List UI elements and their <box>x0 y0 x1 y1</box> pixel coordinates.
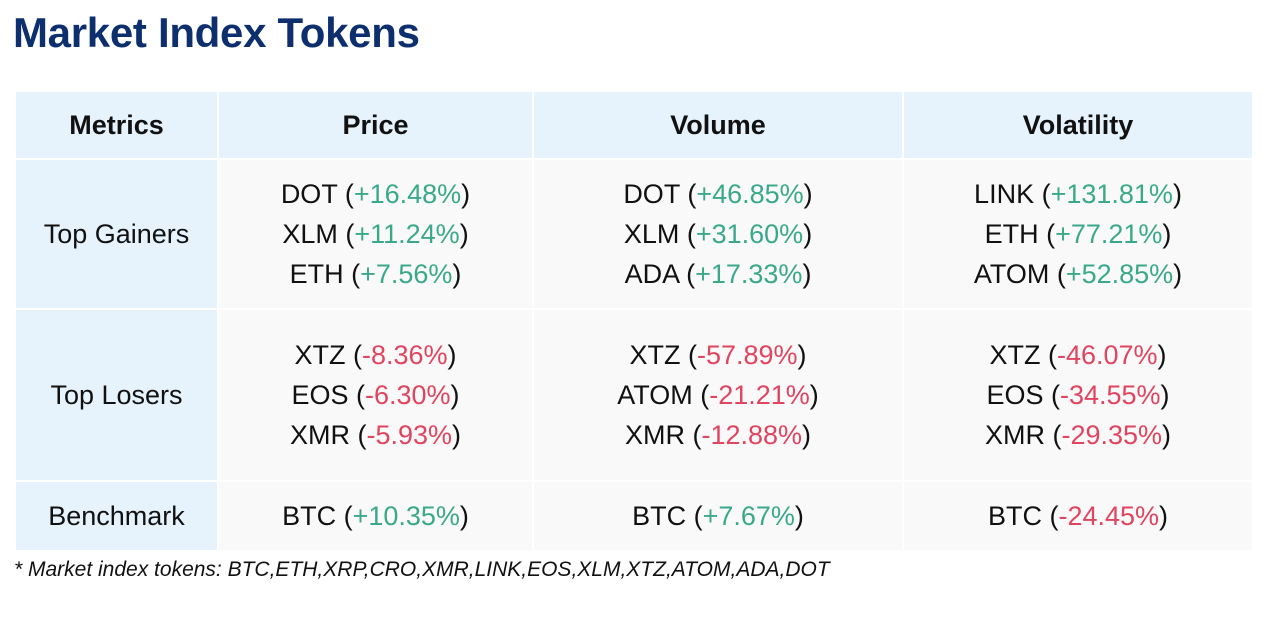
token-symbol: LINK <box>974 179 1035 209</box>
percent-change: +52.85% <box>1065 259 1174 289</box>
cell-losers-price: XTZ (-8.36%) EOS (-6.30%) XMR (-5.93%) <box>217 308 534 482</box>
token-entry: EOS (-6.30%) <box>291 380 460 410</box>
token-entry: XLM (+11.24%) <box>282 219 469 249</box>
token-entry: BTC (-24.45%) <box>987 501 1169 531</box>
token-symbol: XLM <box>282 219 338 249</box>
header-price: Price <box>217 90 534 160</box>
token-symbol: XTZ <box>294 340 346 370</box>
token-symbol: XLM <box>623 219 680 249</box>
token-symbol: XMR <box>289 420 350 450</box>
cell-benchmark-volume: BTC (+7.67%) <box>532 480 904 552</box>
percent-change: +7.67% <box>702 501 795 531</box>
percent-change: +10.35% <box>352 501 460 531</box>
cell-gainers-volume: DOT (+46.85%) XLM (+31.60%) ADA (+17.33%) <box>532 158 904 310</box>
token-entry: XMR (-29.35%) <box>984 420 1172 450</box>
cell-benchmark-volatility: BTC (-24.45%) <box>902 480 1254 552</box>
row-label-benchmark: Benchmark <box>14 480 219 552</box>
cell-losers-volume: XTZ (-57.89%) ATOM (-21.21%) XMR (-12.88%) <box>532 308 904 482</box>
token-entry: BTC (+7.67%) <box>632 501 804 531</box>
row-label-top-losers: Top Losers <box>14 308 219 482</box>
table-header-row: Metrics Price Volume Volatility <box>14 90 1254 160</box>
token-entry: ADA (+17.33%) <box>624 259 812 289</box>
percent-change: +77.21% <box>1055 219 1163 249</box>
header-metrics: Metrics <box>14 90 219 160</box>
market-index-table: Metrics Price Volume Volatility Top Gain… <box>14 90 1254 552</box>
token-symbol: BTC <box>282 501 337 531</box>
percent-change: +31.60% <box>695 219 804 249</box>
percent-change: -46.07% <box>1056 340 1158 370</box>
cell-gainers-price: DOT (+16.48%) XLM (+11.24%) ETH (+7.56%) <box>217 158 534 310</box>
cell-gainers-volatility: LINK (+131.81%) ETH (+77.21%) ATOM (+52.85… <box>902 158 1254 310</box>
percent-change: +46.85% <box>696 179 804 209</box>
percent-change: +131.81% <box>1050 179 1173 209</box>
token-symbol: DOT <box>280 179 338 209</box>
token-symbol: ADA <box>624 259 679 289</box>
token-entry: XLM (+31.60%) <box>623 219 813 249</box>
table-row-top-losers: Top Losers XTZ (-8.36%) EOS (-6.30%) XMR (… <box>14 308 1254 482</box>
cell-benchmark-price: BTC (+10.35%) <box>217 480 534 552</box>
token-entry: BTC (+10.35%) <box>282 501 469 531</box>
token-entry: DOT (+46.85%) <box>623 179 813 209</box>
token-entry: ATOM (+52.85%) <box>973 259 1183 289</box>
percent-change: -8.36% <box>361 340 448 370</box>
token-symbol: XMR <box>624 420 685 450</box>
token-entry: EOS (-34.55%) <box>986 380 1170 410</box>
percent-change: -24.45% <box>1058 501 1160 531</box>
percent-change: -57.89% <box>696 340 798 370</box>
percent-change: -21.21% <box>709 380 810 410</box>
token-entry: XTZ (-57.89%) <box>629 340 807 370</box>
percent-change: +16.48% <box>353 179 462 209</box>
header-volatility: Volatility <box>902 90 1254 160</box>
table-row-benchmark: Benchmark BTC (+10.35%) BTC (+7.67%) BTC… <box>14 480 1254 552</box>
percent-change: -29.35% <box>1061 420 1163 450</box>
token-symbol: BTC <box>632 501 687 531</box>
percent-change: -34.55% <box>1059 380 1161 410</box>
token-entry: ATOM (-21.21%) <box>617 380 819 410</box>
token-symbol: XTZ <box>629 340 681 370</box>
token-entry: XMR (-5.93%) <box>289 420 462 450</box>
percent-change: -12.88% <box>701 420 803 450</box>
token-entry: XTZ (-46.07%) <box>989 340 1167 370</box>
row-label-top-gainers: Top Gainers <box>14 158 219 310</box>
page-title: Market Index Tokens <box>13 9 420 56</box>
percent-change: +7.56% <box>360 259 453 289</box>
token-entry: XTZ (-8.36%) <box>294 340 457 370</box>
token-symbol: BTC <box>987 501 1042 531</box>
token-entry: ETH (+7.56%) <box>289 259 462 289</box>
token-symbol: XMR <box>984 420 1045 450</box>
token-symbol: ETH <box>984 219 1039 249</box>
header-volume: Volume <box>532 90 904 160</box>
token-symbol: ATOM <box>973 259 1050 289</box>
token-entry: LINK (+131.81%) <box>974 179 1182 209</box>
cell-losers-volatility: XTZ (-46.07%) EOS (-34.55%) XMR (-29.35%) <box>902 308 1254 482</box>
token-symbol: DOT <box>623 179 680 209</box>
token-entry: ETH (+77.21%) <box>984 219 1172 249</box>
percent-change: +11.24% <box>354 219 460 249</box>
percent-change: +17.33% <box>695 259 803 289</box>
token-symbol: ETH <box>289 259 344 289</box>
token-symbol: ATOM <box>617 380 693 410</box>
percent-change: -6.30% <box>364 380 451 410</box>
token-symbol: EOS <box>291 380 349 410</box>
footnote: * Market index tokens: BTC,ETH,XRP,CRO,X… <box>14 558 830 581</box>
token-entry: DOT (+16.48%) <box>280 179 471 209</box>
table-row-top-gainers: Top Gainers DOT (+16.48%) XLM (+11.24%) ET… <box>14 158 1254 310</box>
token-entry: XMR (-12.88%) <box>624 420 812 450</box>
percent-change: -5.93% <box>366 420 453 450</box>
token-symbol: XTZ <box>989 340 1041 370</box>
token-symbol: EOS <box>986 380 1044 410</box>
